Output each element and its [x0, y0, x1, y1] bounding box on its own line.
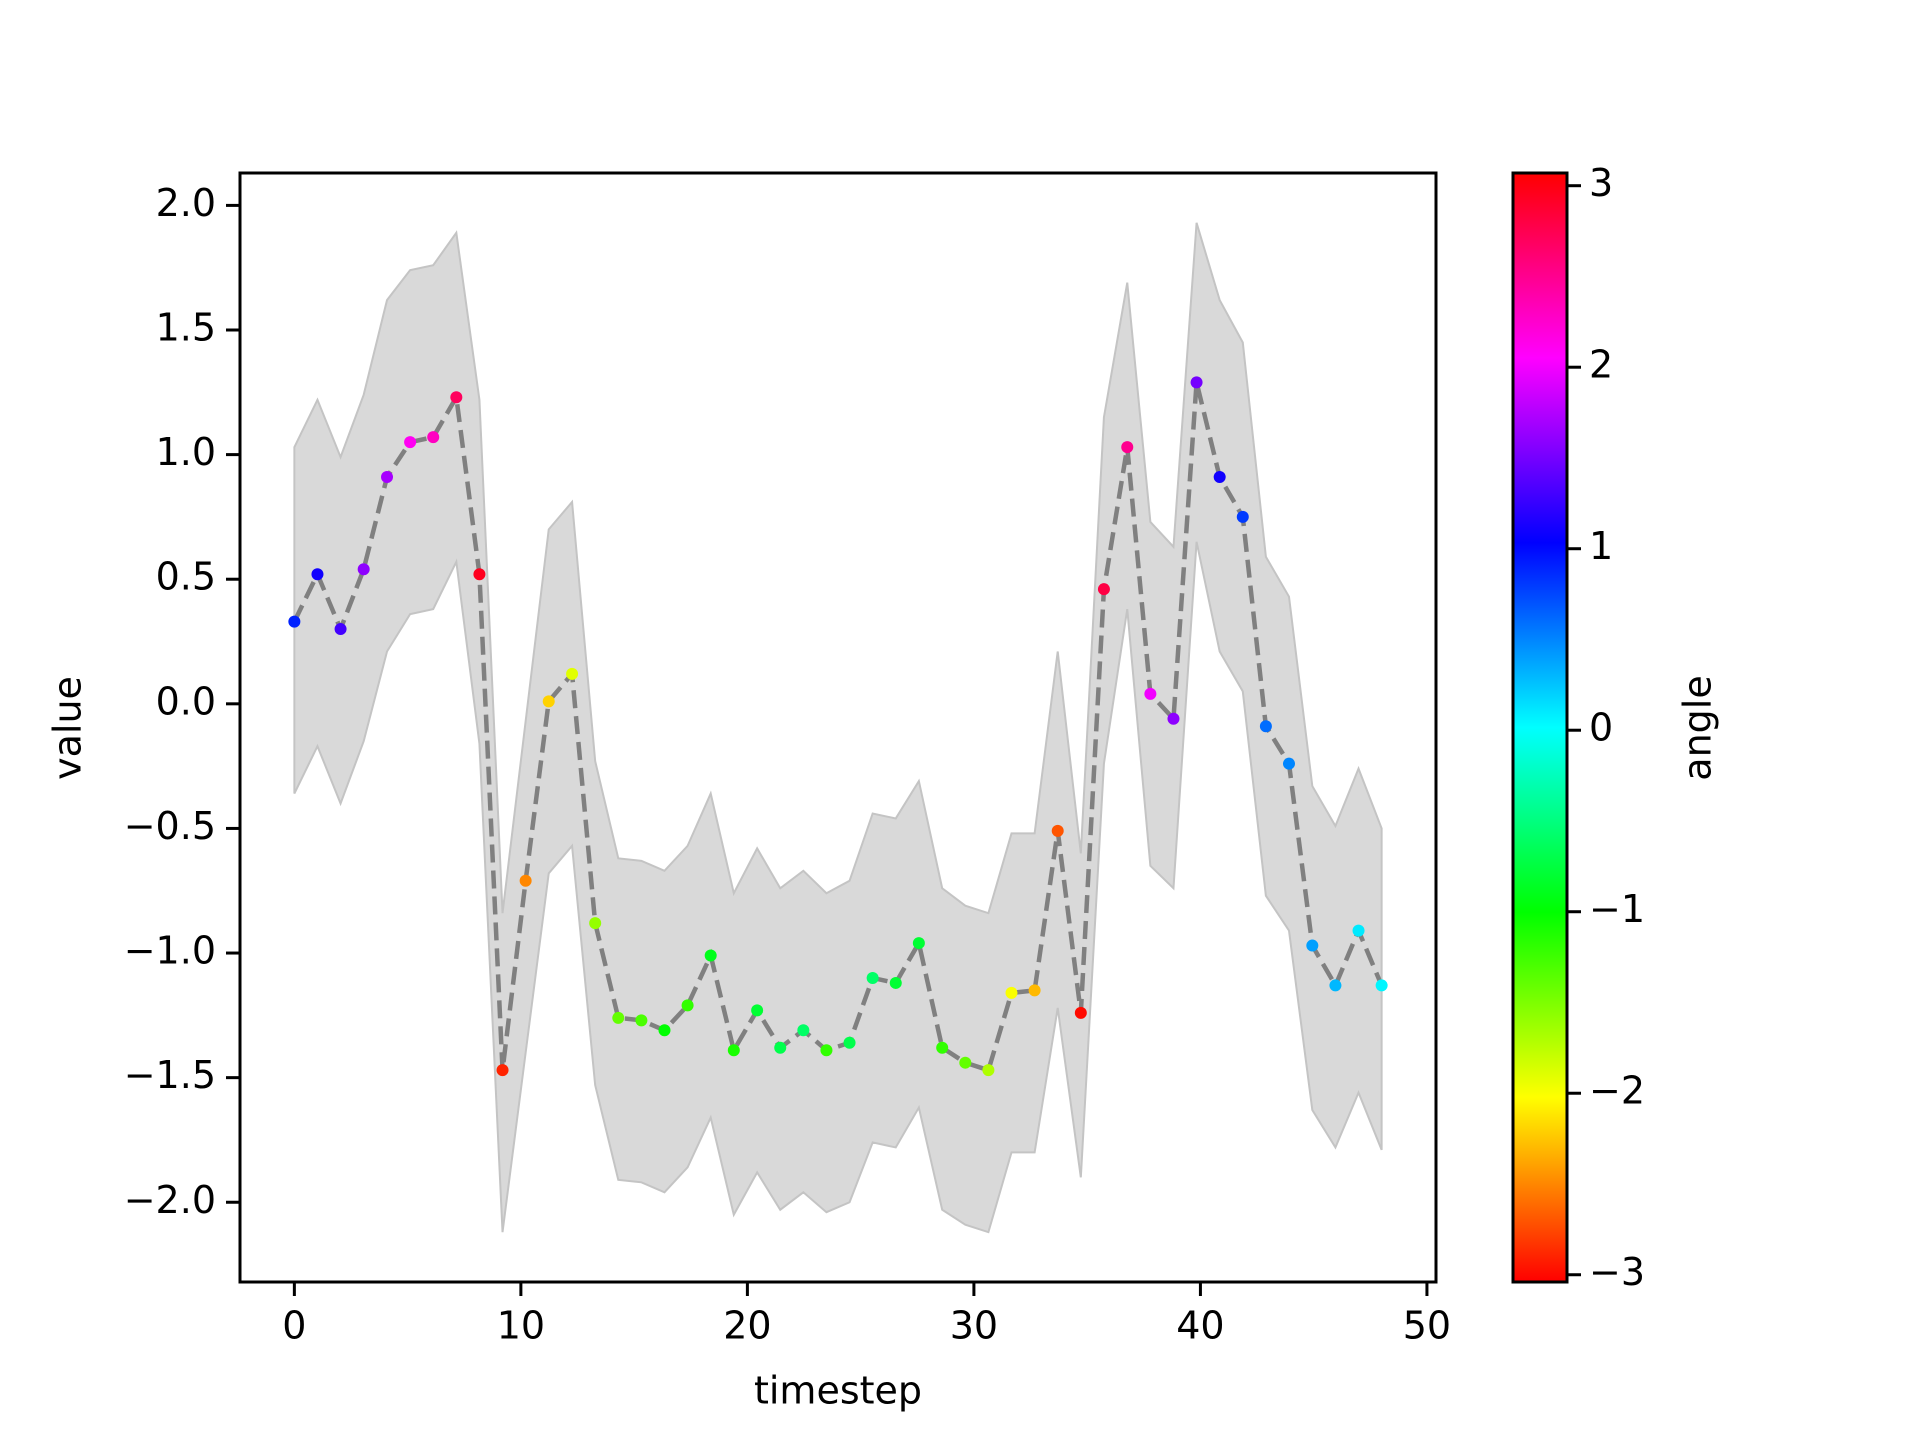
data-point — [1190, 376, 1203, 389]
x-tick-label: 10 — [497, 1304, 545, 1348]
y-tick-label: 0.0 — [156, 679, 216, 723]
data-point — [982, 1064, 995, 1077]
colorbar-tick-label: 0 — [1589, 706, 1613, 750]
data-point — [473, 568, 486, 581]
colorbar-tick-label: 2 — [1589, 343, 1613, 387]
data-point — [1097, 583, 1110, 596]
data-point — [357, 563, 370, 576]
data-point — [1236, 510, 1249, 523]
data-point — [427, 431, 440, 444]
y-tick-label: −0.5 — [124, 804, 216, 848]
data-point — [311, 568, 324, 581]
x-tick-label: 20 — [723, 1304, 771, 1348]
data-point — [1213, 471, 1226, 484]
colorbar-tick-label: −1 — [1589, 887, 1645, 931]
x-tick-label: 30 — [950, 1304, 998, 1348]
data-point — [1028, 984, 1041, 997]
data-point — [1074, 1006, 1087, 1019]
data-point — [658, 1024, 671, 1037]
data-point — [1282, 757, 1295, 770]
data-point — [751, 1004, 764, 1017]
data-point — [797, 1024, 810, 1037]
axes-frame — [238, 171, 1438, 1284]
data-point — [288, 615, 301, 628]
data-point — [589, 917, 602, 930]
x-tick-label: 40 — [1176, 1304, 1224, 1348]
uncertainty-band — [293, 222, 1383, 1234]
data-point — [1167, 712, 1180, 725]
data-point — [542, 695, 555, 708]
data-point — [404, 436, 417, 449]
y-tick-label: 0.5 — [156, 555, 216, 599]
data-point — [635, 1014, 648, 1027]
data-point — [936, 1041, 949, 1054]
data-point — [1259, 720, 1272, 733]
data-point — [727, 1044, 740, 1057]
colorbar-tick-label: 3 — [1589, 161, 1613, 205]
data-point — [774, 1041, 787, 1054]
colorbar-tick-label: −3 — [1589, 1250, 1645, 1294]
data-point — [334, 623, 347, 636]
data-point — [843, 1036, 856, 1049]
data-point — [1144, 687, 1157, 700]
data-point — [889, 976, 902, 989]
mean-line — [292, 381, 1384, 1074]
data-point — [1306, 939, 1319, 952]
y-tick-label: 2.0 — [156, 181, 216, 225]
data-point — [450, 391, 463, 404]
data-point — [681, 999, 694, 1012]
data-point — [1121, 441, 1134, 454]
y-tick-label: −1.0 — [124, 929, 216, 973]
data-point — [704, 949, 717, 962]
data-point — [912, 937, 925, 950]
y-tick-label: 1.5 — [156, 306, 216, 350]
data-point — [1352, 924, 1365, 937]
colorbar-tick-label: −2 — [1589, 1069, 1645, 1113]
data-point — [1329, 979, 1342, 992]
data-point — [566, 667, 579, 680]
y-axis-label: value — [46, 676, 90, 780]
y-tick-label: −2.0 — [124, 1178, 216, 1222]
data-point — [1051, 824, 1064, 837]
x-tick-label: 50 — [1403, 1304, 1451, 1348]
colorbar-tick-label: 1 — [1589, 524, 1613, 568]
data-point — [381, 471, 394, 484]
colorbar-label: angle — [1676, 675, 1720, 780]
data-point — [612, 1011, 625, 1024]
x-tick-label: 0 — [282, 1304, 306, 1348]
data-point — [959, 1056, 972, 1069]
y-tick-label: 1.0 — [156, 430, 216, 474]
data-point — [866, 971, 879, 984]
y-tick-label: −1.5 — [124, 1053, 216, 1097]
data-point — [820, 1044, 833, 1057]
data-point — [1375, 979, 1388, 992]
colorbar — [1511, 171, 1569, 1284]
data-point — [519, 874, 532, 887]
data-point — [1005, 986, 1018, 999]
data-point — [496, 1064, 509, 1077]
x-axis-label: timestep — [754, 1369, 922, 1413]
